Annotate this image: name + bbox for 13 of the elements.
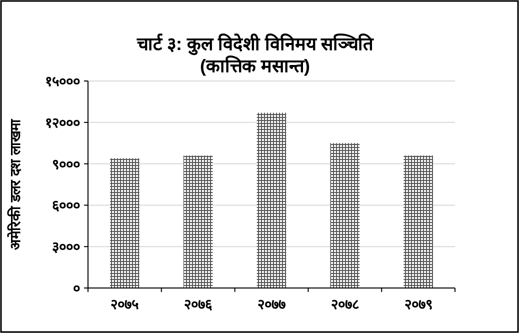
y-tick-label: ९००० (52, 156, 80, 172)
x-tick-label: २०७७ (258, 296, 286, 312)
y-tick-label: १२००० (45, 114, 80, 130)
y-tick-label: ३००० (52, 238, 80, 255)
y-tick-label: ६००० (52, 197, 80, 214)
x-tick-label: २०७९ (404, 296, 432, 312)
y-axis-title: अमेरिकी डलर दश लाखमा (7, 118, 23, 250)
y-tick-label: ० (73, 280, 80, 296)
y-tick-label: १५००० (45, 73, 80, 89)
x-tick-label: २०७६ (184, 296, 214, 312)
chart-title: चार्ट ३: कुल विदेशी विनिमय सञ्चिति (कात्तिक मसान्त) (136, 33, 374, 76)
x-tick-label: २०७५ (110, 296, 139, 312)
x-tick-label: २०७८ (330, 296, 359, 312)
